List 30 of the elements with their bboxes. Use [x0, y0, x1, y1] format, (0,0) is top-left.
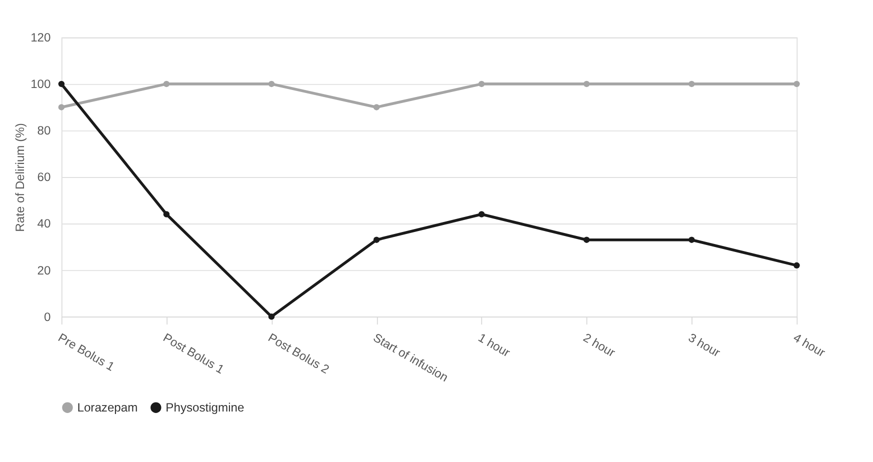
point: [373, 104, 380, 110]
legend-label: Physostigmine: [166, 400, 244, 414]
point: [373, 236, 380, 243]
x-tick-label: 4 hour: [790, 330, 828, 360]
y-tick-label: 100: [30, 77, 51, 92]
point: [583, 236, 590, 243]
y-tick-label: 20: [37, 263, 52, 278]
y-axis-title: Rate of Delirium (%): [13, 123, 28, 232]
x-tick-label: 1 hour: [476, 330, 513, 360]
point: [268, 80, 275, 88]
y-tick-label: 80: [37, 124, 52, 138]
point: [688, 236, 695, 243]
x-tick-label: 2 hour: [580, 330, 618, 360]
point: [688, 80, 695, 88]
legend-label: Lorazepam: [77, 400, 138, 414]
point: [478, 80, 485, 88]
y-tick-label: 60: [37, 170, 52, 184]
point: [163, 80, 170, 88]
y-tick-label: 0: [44, 310, 52, 324]
point: [478, 211, 485, 218]
point: [268, 314, 275, 320]
x-tick-label: 3 hour: [686, 330, 723, 360]
point: [163, 211, 170, 218]
y-tick-label: 40: [37, 216, 52, 231]
point: [58, 80, 65, 88]
point: [583, 80, 590, 88]
y-tick-label: 120: [30, 30, 51, 45]
point: [794, 262, 800, 269]
point: [58, 104, 65, 110]
point: [794, 80, 800, 88]
